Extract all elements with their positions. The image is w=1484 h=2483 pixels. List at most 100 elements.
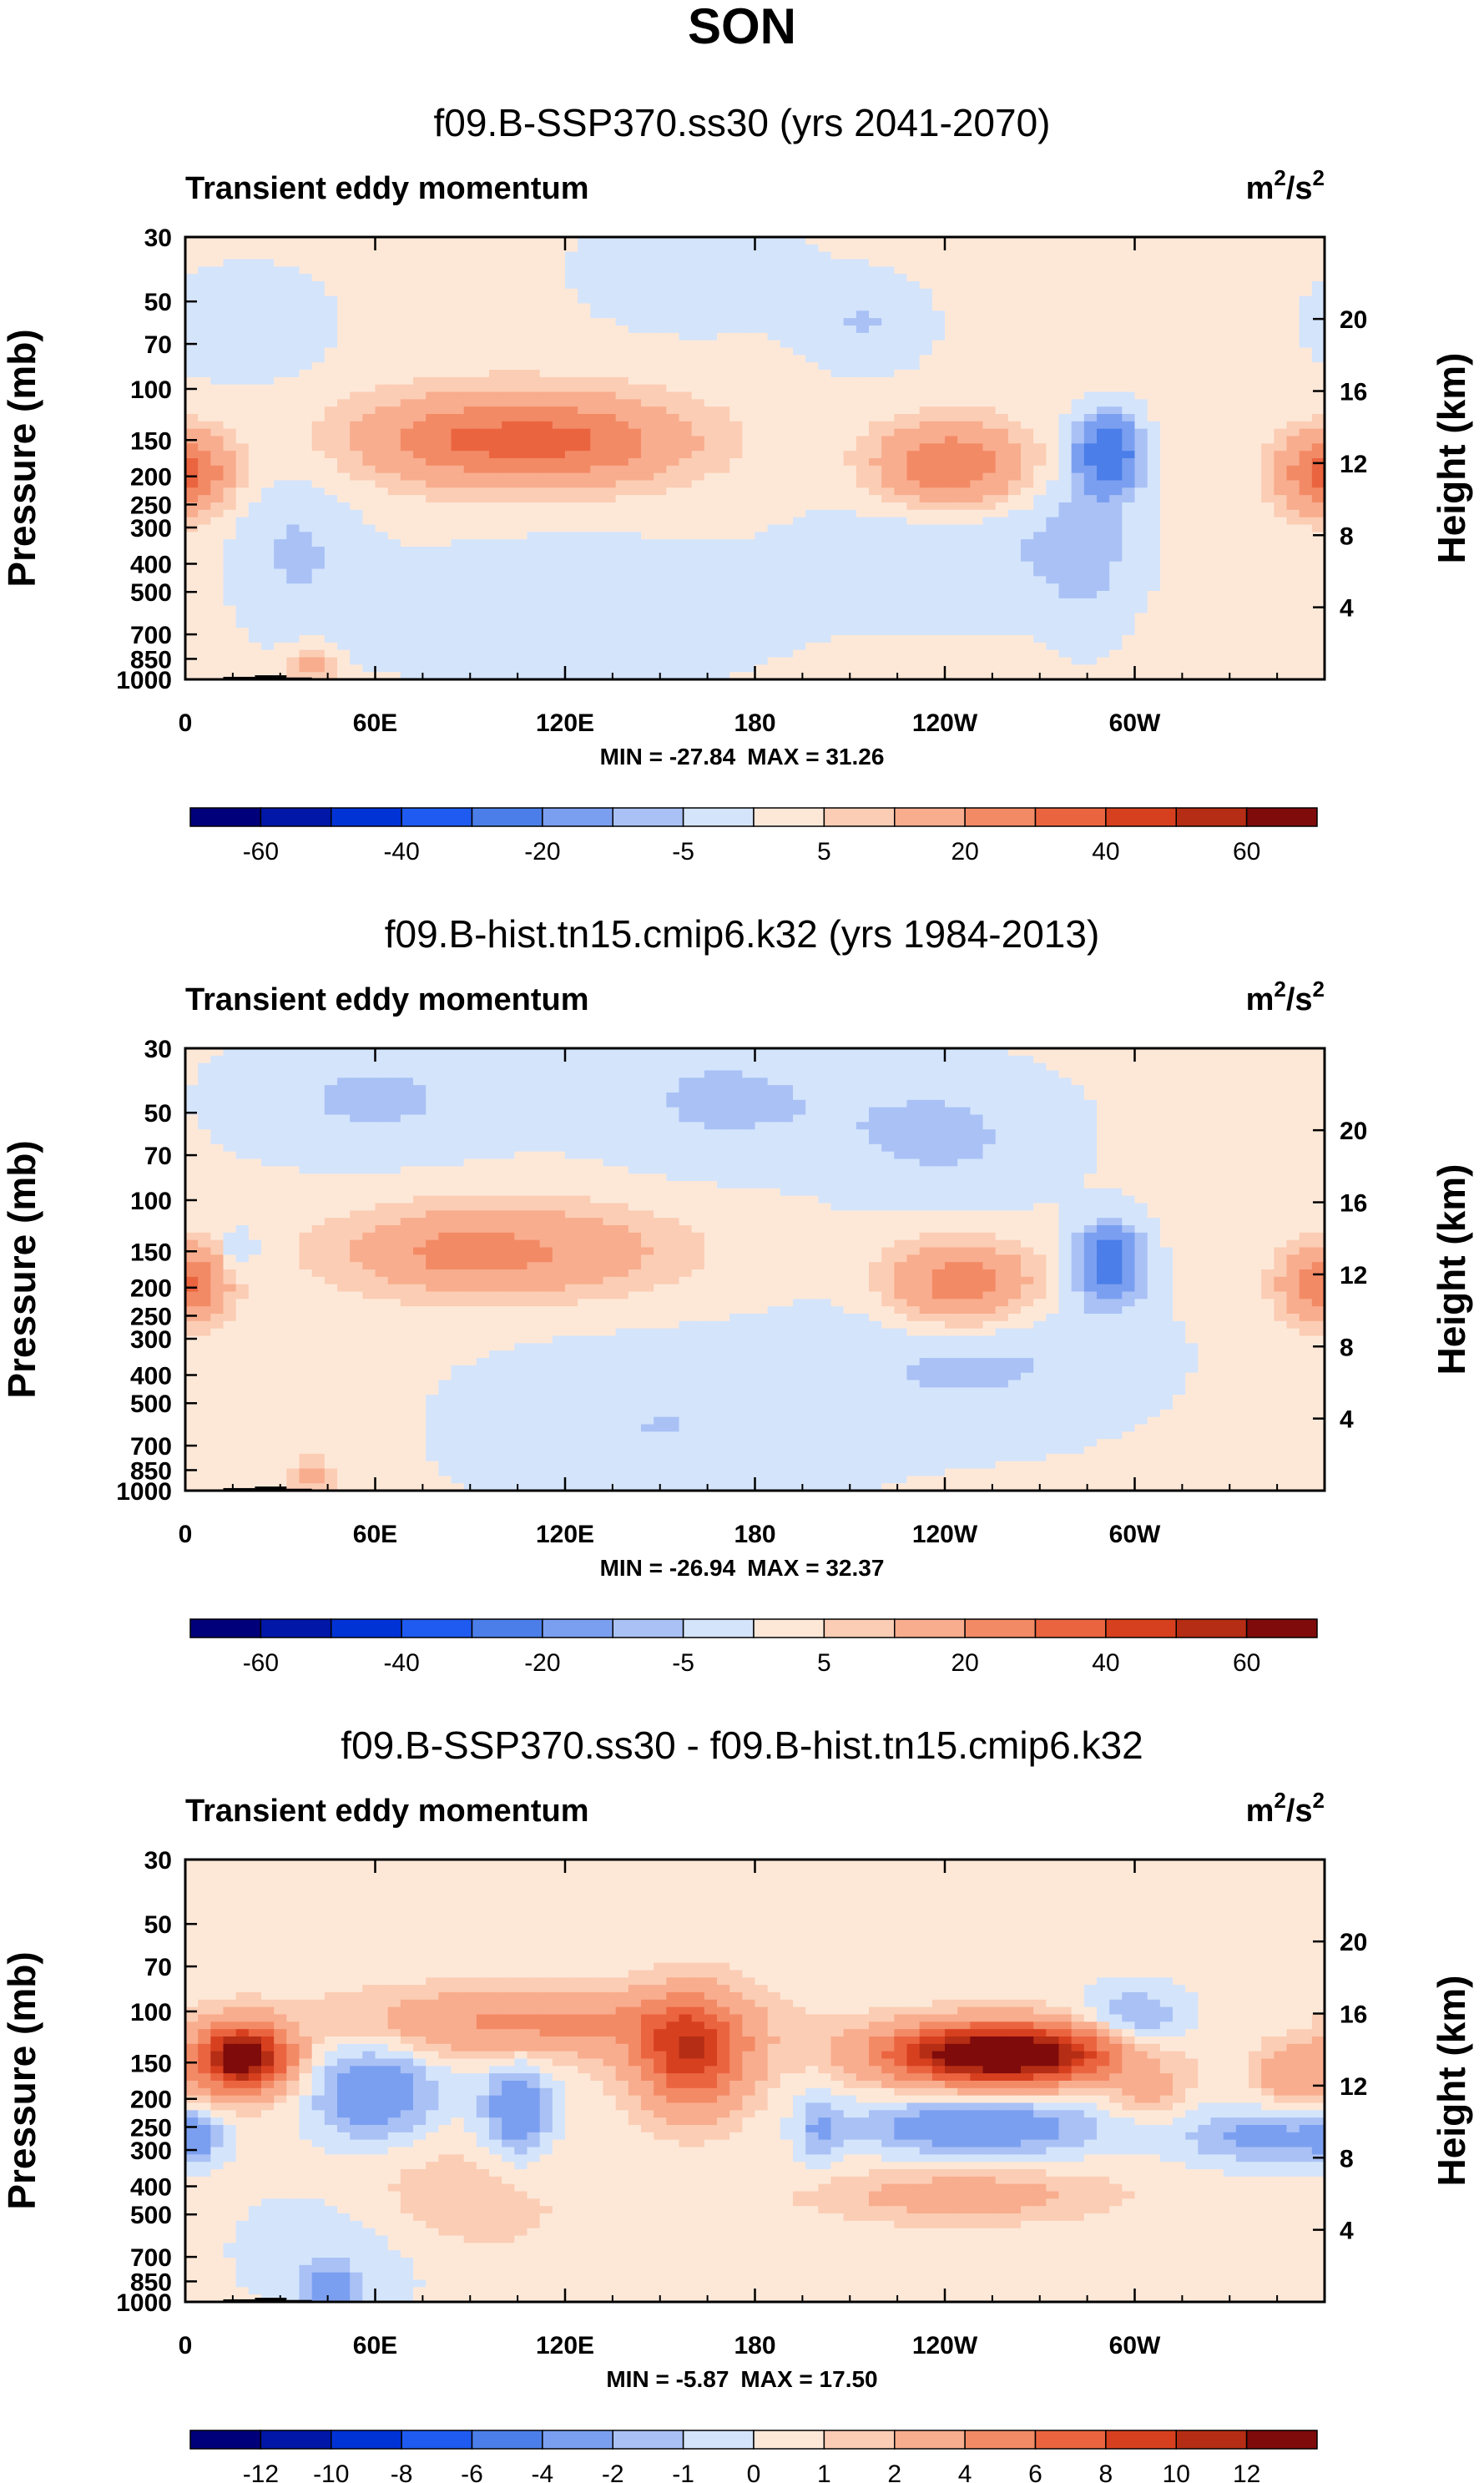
field-cell (261, 495, 275, 502)
field-cell (249, 443, 262, 451)
field-cell (717, 304, 730, 311)
field-cell (350, 502, 363, 510)
field-cell (932, 547, 946, 554)
field-cell (401, 252, 414, 260)
field-cell (540, 348, 553, 356)
field-cell (1173, 510, 1186, 517)
field-cell (1236, 266, 1249, 274)
field-cell (376, 635, 389, 643)
field-cell (920, 451, 933, 458)
field-cell (362, 576, 376, 583)
field-cell (920, 437, 933, 444)
field-cell (970, 266, 983, 274)
field-cell (1236, 481, 1249, 488)
field-cell (1261, 510, 1275, 517)
field-cell (1312, 547, 1325, 554)
field-cell (641, 502, 654, 510)
field-cell (603, 576, 617, 583)
field-cell (210, 355, 224, 362)
field-cell (362, 562, 376, 569)
field-cell (616, 635, 629, 643)
field-cell (236, 517, 250, 525)
field-cell (1198, 481, 1211, 488)
field-cell (413, 333, 427, 341)
field-cell (376, 266, 389, 274)
field-cell (1224, 466, 1237, 473)
field-cell (452, 451, 465, 458)
field-cell (616, 510, 629, 517)
field-cell (945, 362, 958, 370)
field-cell (1033, 598, 1047, 606)
field-cell (1211, 370, 1224, 377)
field-cell (957, 451, 971, 458)
field-cell (1173, 421, 1186, 429)
field-cell (514, 392, 527, 400)
field-cell (1185, 310, 1199, 318)
field-cell (578, 643, 591, 650)
field-cell (527, 289, 541, 296)
field-cell (261, 341, 275, 348)
field-cell (224, 326, 237, 333)
field-cell (388, 274, 401, 281)
field-cell (793, 370, 806, 377)
field-cell (464, 569, 477, 577)
field-cell (1148, 370, 1161, 377)
field-cell (641, 628, 654, 635)
field-cell (1300, 576, 1313, 583)
field-cell (920, 421, 933, 429)
field-cell (489, 606, 502, 613)
field-cell (489, 562, 502, 569)
field-cell (236, 547, 250, 554)
field-cell (856, 502, 870, 510)
field-cell (856, 562, 870, 569)
field-cell (957, 304, 971, 311)
field-cell (1122, 569, 1135, 577)
field-cell (210, 539, 224, 547)
field-cell (312, 547, 326, 554)
field-cell (1224, 385, 1237, 392)
field-cell (1148, 576, 1161, 583)
field-cell (224, 245, 237, 252)
field-cell (717, 370, 730, 377)
field-cell (717, 348, 730, 356)
field-cell (616, 414, 629, 421)
field-cell (325, 443, 338, 451)
field-cell (729, 554, 743, 562)
field-cell (818, 406, 831, 414)
field-cell (325, 289, 338, 296)
field-cell (590, 466, 603, 473)
field-cell (1249, 458, 1262, 466)
field-cell (844, 466, 857, 473)
field-cell (1109, 274, 1123, 281)
field-cell (312, 591, 326, 598)
field-cell (983, 266, 997, 274)
field-cell (337, 620, 351, 628)
field-cell (553, 341, 566, 348)
field-cell (869, 318, 882, 326)
field-cell (628, 437, 642, 444)
field-cell (932, 481, 946, 488)
field-cell (578, 487, 591, 495)
field-cell (996, 606, 1009, 613)
field-cell (388, 266, 401, 274)
field-cell (1135, 502, 1148, 510)
field-cell (236, 443, 250, 451)
field-cell (1109, 451, 1123, 458)
field-cell (742, 628, 755, 635)
field-cell (628, 643, 642, 650)
field-cell (590, 406, 603, 414)
field-cell (692, 495, 705, 502)
field-cell (337, 473, 351, 481)
field-cell (337, 362, 351, 370)
field-cell (856, 406, 870, 414)
field-cell (527, 466, 541, 473)
field-cell (578, 437, 591, 444)
field-cell (704, 466, 718, 473)
field-cell (793, 569, 806, 577)
field-cell (464, 266, 477, 274)
field-cell (932, 487, 946, 495)
field-cell (831, 341, 845, 348)
field-cell (996, 281, 1009, 289)
field-cell (210, 392, 224, 400)
field-cell (553, 569, 566, 577)
